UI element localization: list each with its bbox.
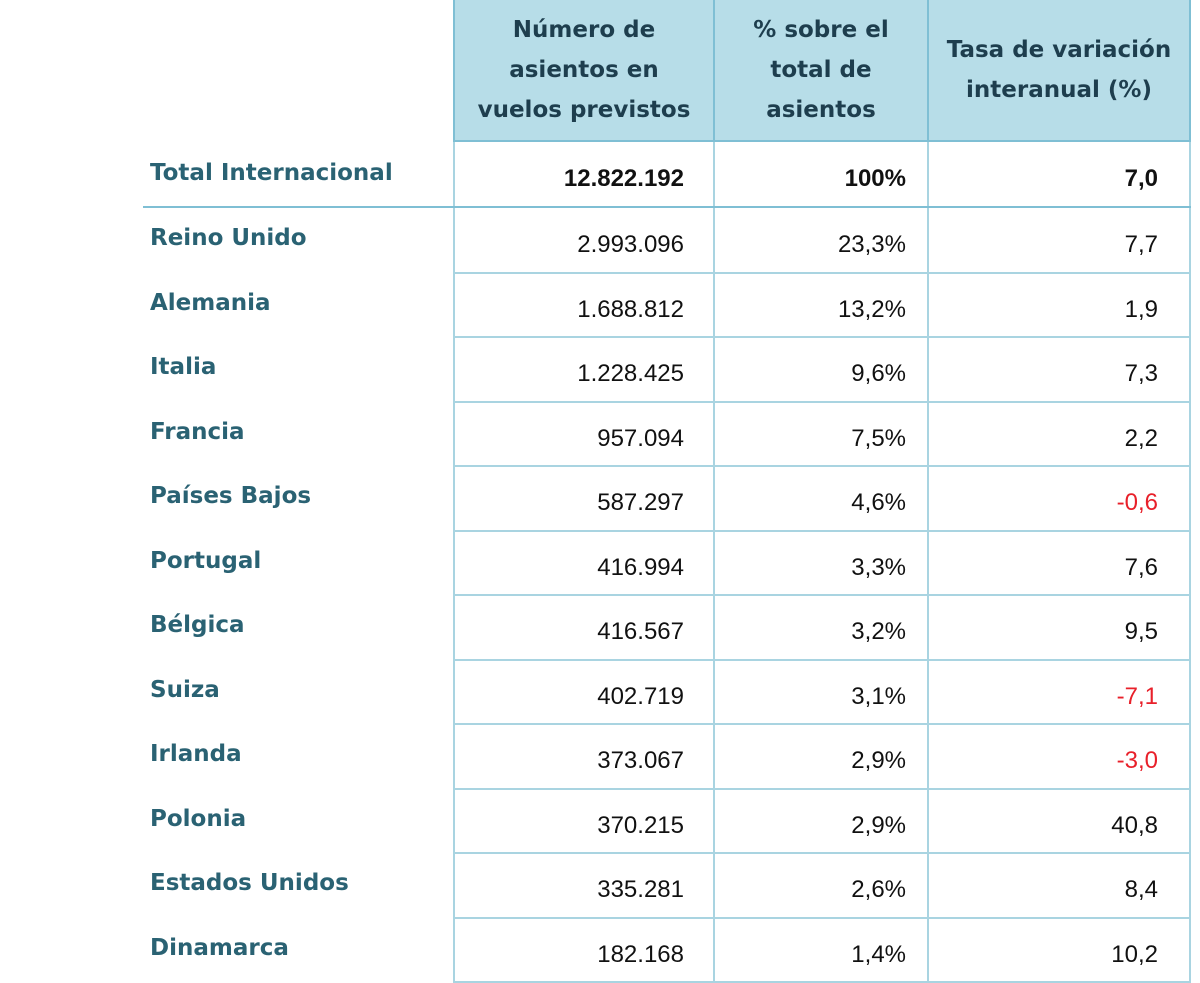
row-divider [453,271,1191,274]
change-value: 8,4 [1124,876,1158,903]
share-value: 3,2% [851,618,906,645]
row-divider [453,723,1191,725]
change-value: 9,5 [1124,618,1158,645]
share-value: 3,3% [851,553,906,581]
row-divider [453,852,1191,854]
table-row: Dinamarca 182.168 1,4% 10,2 [0,918,1200,983]
header-seats: Número de asientos en vuelos previstos [453,0,715,142]
column-divider [927,142,929,983]
share-value: 13,2% [837,295,906,323]
row-divider [453,658,1191,661]
table-row: Suiza 402.719 3,1% -7,1 [0,660,1200,725]
table-row: Polonia 370.215 2,9% 40,8 [0,789,1200,854]
change-value: 7,7 [1124,231,1158,258]
row-divider [453,787,1191,790]
country-name: Portugal [150,547,262,574]
row-divider [453,916,1191,919]
row-divider [453,465,1191,467]
share-value: 1,4% [851,940,906,968]
share-value: 2,9% [851,747,906,774]
table-row: Países Bajos 587.297 4,6% -0,6 [0,466,1200,531]
seats-value: 416.994 [597,553,684,581]
column-divider [713,142,715,983]
country-name: Suiza [150,676,220,703]
seats-value: 2.993.096 [577,231,684,258]
header-share: % sobre el total de asientos [713,0,929,142]
header-change: Tasa de variación interanual (%) [927,0,1191,142]
seats-value: 182.168 [597,940,684,968]
table-row: Bélgica 416.567 3,2% 9,5 [0,595,1200,660]
table-row: Estados Unidos 335.281 2,6% 8,4 [0,853,1200,918]
change-value: -3,0 [1116,747,1158,774]
country-name: Reino Unido [150,225,307,251]
country-name: Bélgica [150,612,245,638]
table-row: Irlanda 373.067 2,9% -3,0 [0,724,1200,789]
total-share: 100% [844,165,906,192]
total-row: Total Internacional 12.822.192 100% 7,0 [0,142,1200,208]
table-row: Reino Unido 2.993.096 23,3% 7,7 [0,208,1200,273]
total-seats: 12.822.192 [563,165,684,192]
share-value: 4,6% [851,489,906,516]
country-name: Estados Unidos [150,870,349,896]
row-divider [453,981,1191,983]
country-name: Italia [150,354,217,380]
share-value: 2,6% [851,876,906,903]
row-divider [453,336,1191,338]
seats-value: 373.067 [597,747,684,774]
total-divider [143,206,1191,208]
row-divider [453,529,1191,532]
change-value: 1,9 [1124,295,1158,323]
table-row: Alemania 1.688.812 13,2% 1,9 [0,273,1200,338]
seats-value: 402.719 [597,682,684,710]
change-value: 2,2 [1124,424,1158,452]
change-value: 40,8 [1111,811,1158,839]
seats-value: 416.567 [597,618,684,645]
country-name: Dinamarca [150,934,289,961]
column-divider [453,142,455,983]
share-value: 3,1% [851,682,906,710]
change-value: -0,6 [1116,489,1158,516]
seats-value: 370.215 [597,811,684,839]
country-name: Francia [150,418,245,445]
share-value: 9,6% [851,360,906,387]
table-row: Francia 957.094 7,5% 2,2 [0,402,1200,467]
share-value: 7,5% [851,424,906,452]
country-name: Alemania [150,289,271,316]
seats-value: 1.228.425 [577,360,684,387]
country-name: Países Bajos [150,483,312,509]
seats-value: 1.688.812 [577,295,684,323]
table-row: Italia 1.228.425 9,6% 7,3 [0,337,1200,402]
seats-value: 957.094 [597,424,684,452]
table-row: Portugal 416.994 3,3% 7,6 [0,531,1200,596]
share-value: 23,3% [837,231,906,258]
total-change: 7,0 [1124,165,1158,192]
seats-value: 587.297 [597,489,684,516]
row-divider [453,400,1191,403]
change-value: -7,1 [1116,682,1158,710]
seats-value: 335.281 [597,876,684,903]
country-name: Polonia [150,805,247,832]
change-value: 7,3 [1124,360,1158,387]
column-divider [1189,142,1191,983]
total-label: Total Internacional [150,160,393,186]
change-value: 7,6 [1124,553,1158,581]
country-name: Irlanda [150,741,242,767]
row-divider [453,594,1191,596]
share-value: 2,9% [851,811,906,839]
change-value: 10,2 [1111,940,1158,968]
